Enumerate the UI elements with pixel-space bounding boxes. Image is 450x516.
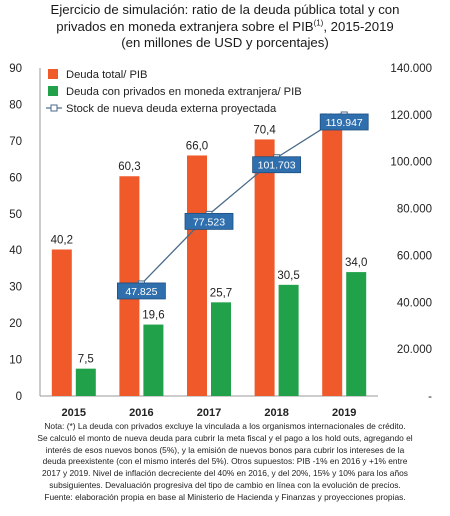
bar-deuda-total xyxy=(254,139,275,396)
title-line-3: (en millones de USD y porcentajes) xyxy=(121,35,329,50)
x-tick-label: 2017 xyxy=(197,407,221,419)
note-line: deuda preexistente (con el mismo interés… xyxy=(42,456,408,467)
bar-value-label: 70,4 xyxy=(253,124,276,136)
bar-value-label: 30,5 xyxy=(277,270,299,282)
line-value-label: 101.703 xyxy=(258,160,296,172)
y-left-tick-label: 20 xyxy=(9,318,22,330)
note-line: interés de esos nuevos bonos (5%), y la … xyxy=(45,444,405,455)
bar-deuda-total xyxy=(322,128,343,396)
line-value-label: 77.523 xyxy=(193,216,225,228)
line-value-label-box xyxy=(252,156,302,174)
y-left-tick-label: 0 xyxy=(16,391,22,403)
legend-swatch-bar xyxy=(48,86,58,96)
note-line: Se calculó el monto de nueva deuda para … xyxy=(37,432,413,443)
chart-notes: Nota: (*) La deuda con privados excluye … xyxy=(8,421,442,504)
y-left-tick-label: 30 xyxy=(9,282,22,294)
bar-deuda-privados xyxy=(143,324,164,396)
bar-value-label: 66,0 xyxy=(186,140,208,152)
bar-value-label: 25,7 xyxy=(210,287,232,299)
x-tick-label: 2018 xyxy=(264,407,288,419)
y-left-tick-label: 60 xyxy=(9,172,22,184)
y-right-tick-label: 100.000 xyxy=(390,157,432,169)
line-value-label-box xyxy=(184,212,234,230)
y-left-tick-label: 80 xyxy=(9,99,22,111)
y-left-tick-label: 90 xyxy=(9,63,22,75)
legend-swatch-marker xyxy=(50,104,58,112)
legend-label: Stock de nueva deuda externa proyectada xyxy=(66,103,277,115)
y-right-tick-label: 40.000 xyxy=(397,297,432,309)
bar-deuda-total xyxy=(51,249,72,396)
bar-deuda-privados xyxy=(211,302,231,396)
chart-title: Ejercicio de simulación: ratio de la deu… xyxy=(0,2,450,52)
note-line: Fuente: elaboración propia en base al Mi… xyxy=(44,491,406,502)
legend-label: Deuda total/ PIB xyxy=(66,69,147,81)
title-line-2-main: privados en moneda extranjera sobre el P… xyxy=(56,18,314,34)
y-left-tick-label: 70 xyxy=(9,136,22,148)
y-left-tick-label: 50 xyxy=(9,209,22,221)
title-line-2: privados en moneda extranjera sobre el P… xyxy=(0,19,450,36)
y-right-tick-label: 80.000 xyxy=(397,204,432,216)
note-line: 2017 y 2019. Nivel de inflación decrecie… xyxy=(42,468,408,479)
x-tick-label: 2015 xyxy=(62,407,86,419)
line-value-label: 119.947 xyxy=(326,117,363,129)
legend-label: Deuda con privados en moneda extranjera/… xyxy=(66,86,302,98)
line-nueva-deuda xyxy=(140,114,345,285)
bar-value-label: 19,6 xyxy=(142,310,164,322)
bar-deuda-privados xyxy=(75,368,96,396)
bar-value-label: 34,0 xyxy=(345,257,367,269)
bar-value-label: 7,5 xyxy=(78,354,94,366)
title-line-1: Ejercicio de simulación: ratio de la deu… xyxy=(50,2,400,17)
note-line: subsiguientes. Devaluación progresiva de… xyxy=(49,479,401,490)
combo-chart: 0 10 20 30 40 50 60 70 80 90 - 20.000 40.000 60.000 80… xyxy=(9,63,432,419)
x-tick-label: 2016 xyxy=(129,407,153,419)
line-value-label: 47.825 xyxy=(125,286,157,298)
y-left-tick-label: 10 xyxy=(9,355,22,367)
line-value-label-box xyxy=(319,113,369,131)
bar-deuda-total xyxy=(187,155,207,396)
y-right-tick-label: 140.000 xyxy=(390,63,432,75)
x-tick-label: 2019 xyxy=(332,407,356,419)
bar-value-label: 60,3 xyxy=(118,161,140,173)
bar-deuda-privados xyxy=(346,272,367,396)
line-value-label-box xyxy=(117,282,166,300)
legend-swatch-bar xyxy=(48,69,58,79)
y-right-tick-label: 120.000 xyxy=(390,110,432,122)
y-right-tick-label: 60.000 xyxy=(397,250,432,262)
bar-value-label: 40,2 xyxy=(51,234,73,246)
note-line: Nota: (*) La deuda con privados excluye … xyxy=(44,421,406,431)
y-left-tick-label: 40 xyxy=(9,245,22,257)
title-line-2-end: , 2015-2019 xyxy=(323,18,394,34)
y-right-tick-label: 20.000 xyxy=(397,344,432,356)
title-superscript: (1) xyxy=(313,18,324,28)
y-right-tick-label: - xyxy=(428,391,432,403)
bar-deuda-privados xyxy=(278,284,299,396)
